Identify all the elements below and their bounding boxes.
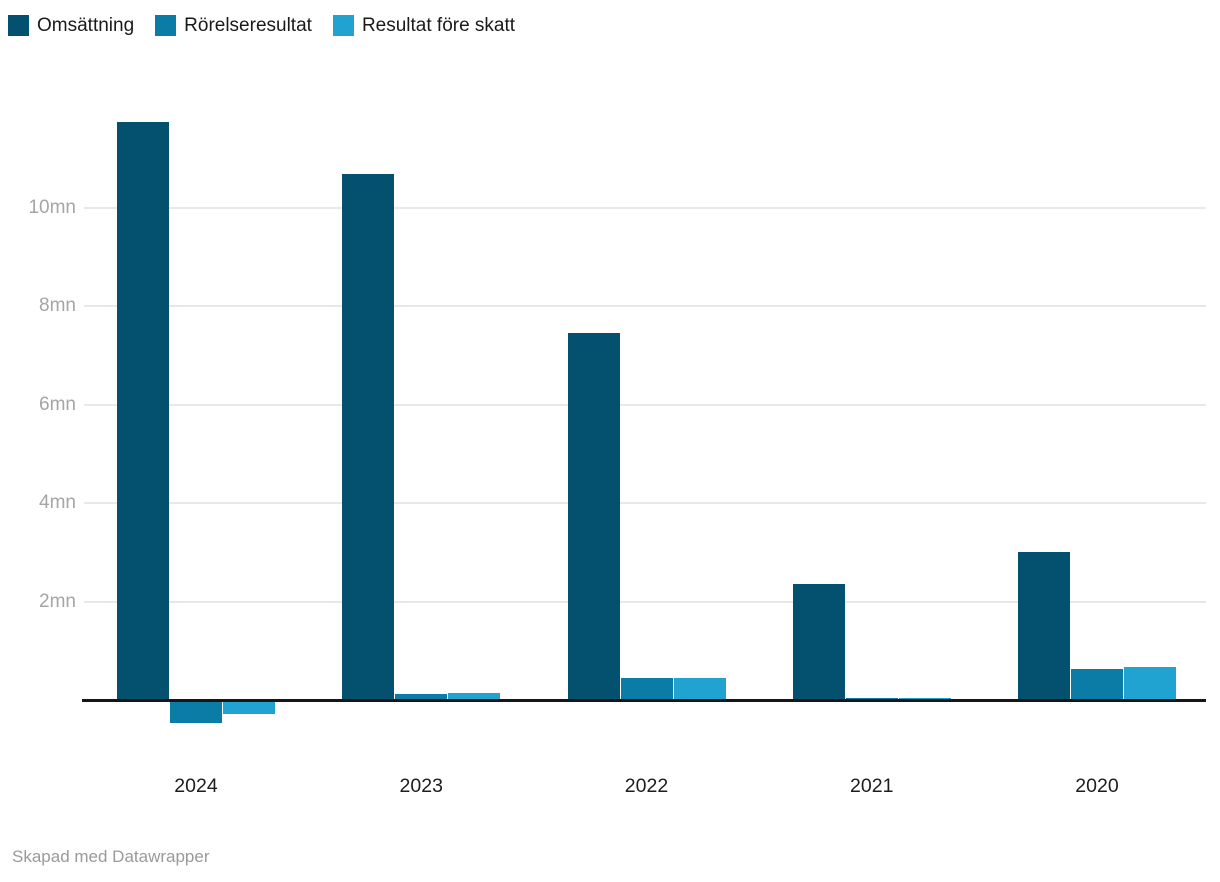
y-axis-tick-label: 4mn	[39, 492, 76, 514]
legend-swatch-rorelseresultat-icon	[155, 15, 177, 36]
y-axis-tick-label: 2mn	[39, 590, 76, 612]
bar-2020-series-1[interactable]	[1071, 669, 1123, 700]
bar-2020-series-0[interactable]	[1018, 552, 1070, 700]
gridline-10mn	[84, 207, 1206, 209]
y-axis-tick-label: 6mn	[39, 393, 76, 415]
datawrapper-credit-link[interactable]: Skapad med Datawrapper	[12, 847, 210, 866]
legend-item-rorelseresultat[interactable]: Rörelseresultat	[155, 15, 312, 36]
bar-2024-series-2[interactable]	[223, 701, 275, 715]
legend-label-rorelseresultat: Rörelseresultat	[184, 15, 312, 36]
bar-2021-series-0[interactable]	[792, 583, 845, 700]
bar-2020-series-2[interactable]	[1124, 666, 1176, 700]
legend: Omsättning Rörelseresultat Resultat före…	[8, 15, 515, 36]
legend-swatch-omsattning-icon	[8, 15, 29, 36]
gridline-6mn	[84, 403, 1206, 406]
gridline-8mn	[84, 305, 1206, 308]
legend-label-resultat-fore-skatt: Resultat före skatt	[361, 15, 516, 36]
legend-label-omsattning: Omsättning	[37, 15, 135, 36]
gridline-2mn	[84, 600, 1206, 603]
category-label-2024: 2024	[174, 775, 218, 797]
legend-item-omsattning[interactable]: Omsättning	[8, 15, 134, 36]
legend-item-resultat-fore-skatt[interactable]: Resultat före skatt	[332, 15, 516, 36]
legend-swatch-resultat-fore-skatt-icon	[332, 15, 354, 36]
bar-2022-series-0[interactable]	[567, 333, 620, 700]
category-label-2023: 2023	[399, 775, 443, 797]
gridline-4mn	[84, 502, 1206, 505]
bar-2023-series-0[interactable]	[342, 173, 395, 700]
y-axis-tick-label: 8mn	[39, 295, 76, 317]
x-axis-baseline	[82, 698, 1206, 702]
bar-2022-series-1[interactable]	[620, 677, 673, 700]
category-label-2020: 2020	[1075, 775, 1119, 797]
bar-2024-series-1[interactable]	[170, 701, 222, 724]
bar-2024-series-0[interactable]	[117, 121, 169, 700]
category-label-2021: 2021	[850, 775, 894, 797]
bar-2023-series-2[interactable]	[448, 693, 501, 700]
y-axis-tick-label: 10mn	[28, 197, 76, 218]
bar-2022-series-2[interactable]	[673, 677, 726, 700]
category-label-2022: 2022	[624, 775, 669, 797]
bar-2023-series-1[interactable]	[395, 694, 448, 700]
